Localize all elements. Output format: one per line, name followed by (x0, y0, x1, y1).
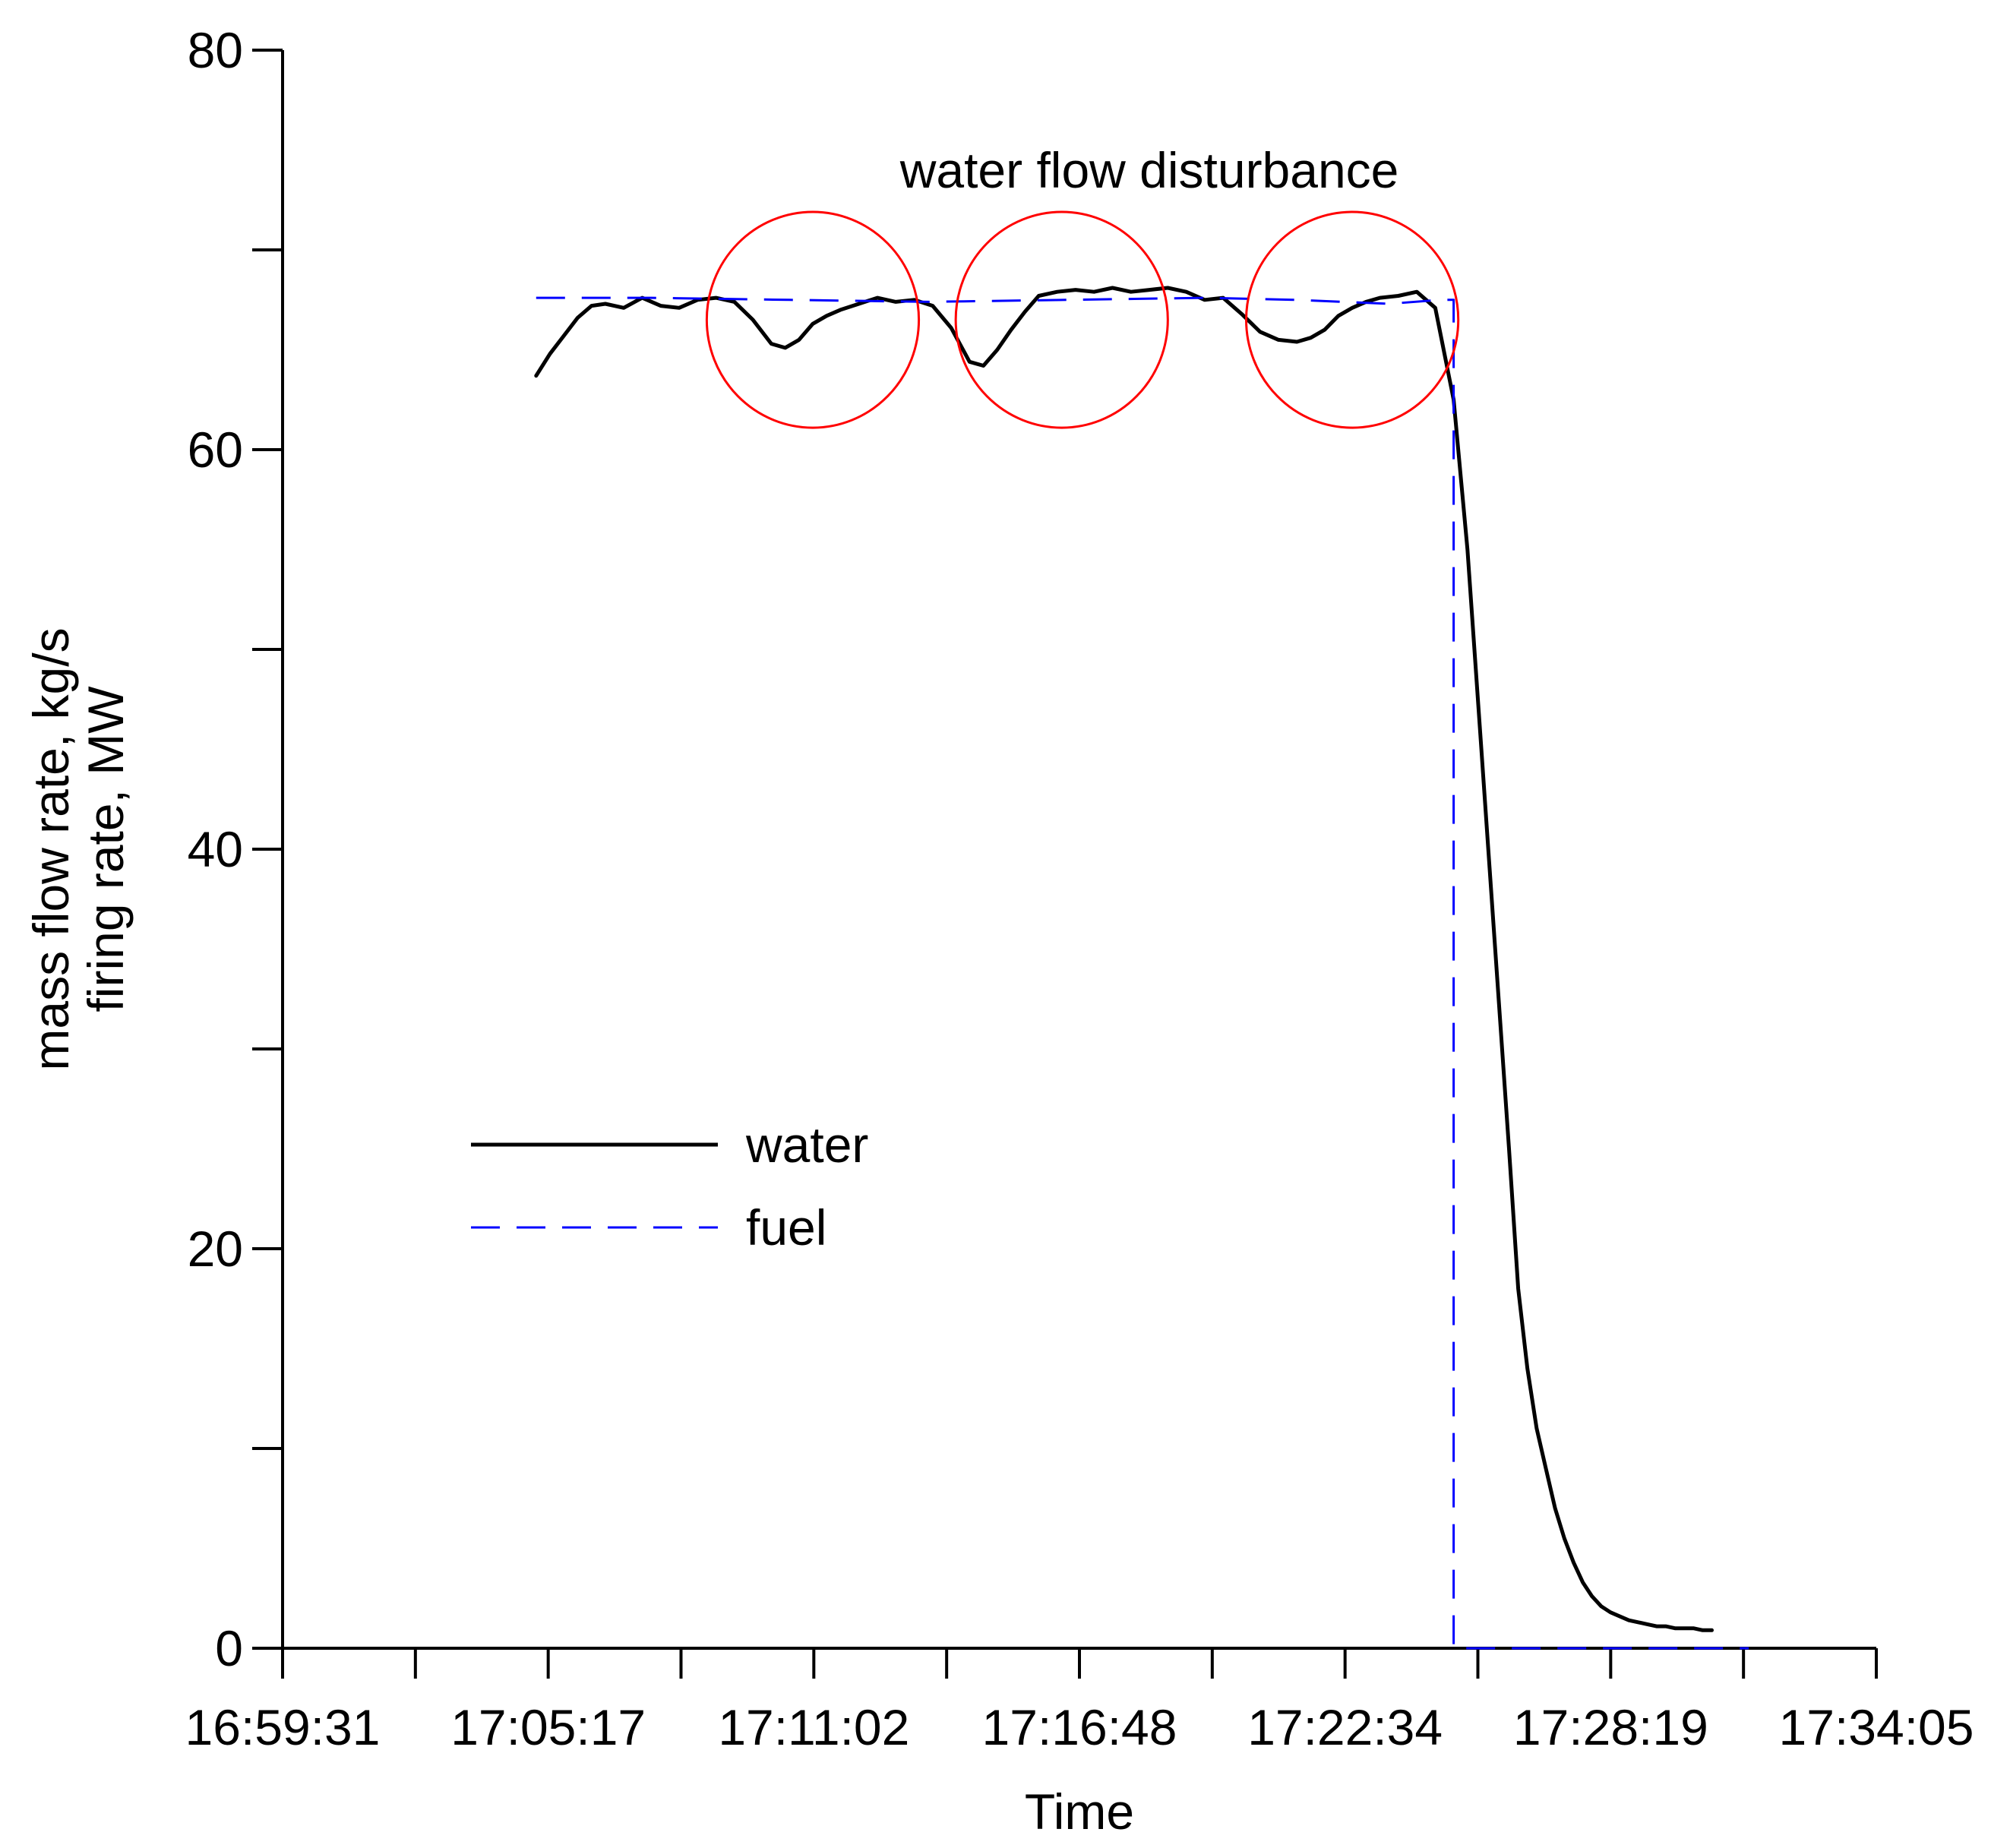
y-axis-title-line: mass flow rate, kg/s (23, 627, 79, 1070)
x-axis-title: Time (1025, 1783, 1134, 1840)
x-tick-label: 17:16:48 (982, 1699, 1177, 1755)
y-tick-label: 40 (188, 821, 243, 877)
x-tick-label: 17:05:17 (450, 1699, 646, 1755)
axes (252, 49, 1878, 1679)
series-line-fuel (536, 296, 1749, 1650)
y-tick-label: 20 (188, 1221, 243, 1277)
disturbance-circle (705, 210, 921, 429)
y-tick-label: 80 (188, 22, 243, 78)
legend: water fuel (471, 1117, 868, 1256)
legend-label-water: water (745, 1117, 868, 1173)
series-line-water (534, 286, 1714, 1632)
legend-label-fuel: fuel (746, 1199, 826, 1256)
y-axis-title-line: firing rate, MW (77, 686, 134, 1012)
y-tick-label: 0 (215, 1620, 243, 1676)
x-tick-label: 17:34:05 (1779, 1699, 1974, 1755)
disturbance-circle (1245, 210, 1460, 429)
series-layer (534, 286, 1749, 1650)
x-tick-label: 17:22:34 (1247, 1699, 1443, 1755)
highlight-circles (705, 210, 1460, 429)
annotation-text: water flow disturbance (899, 142, 1399, 198)
x-tick-label: 17:11:02 (718, 1699, 909, 1755)
x-tick-label: 17:28:19 (1513, 1699, 1708, 1755)
y-tick-label: 60 (188, 422, 243, 478)
x-tick-label: 16:59:31 (185, 1699, 381, 1755)
labels: 0 20 40 60 80 16:59:31 17:05:17 17:11:02 17:16:4… (23, 22, 1974, 1840)
disturbance-circle (954, 210, 1169, 429)
